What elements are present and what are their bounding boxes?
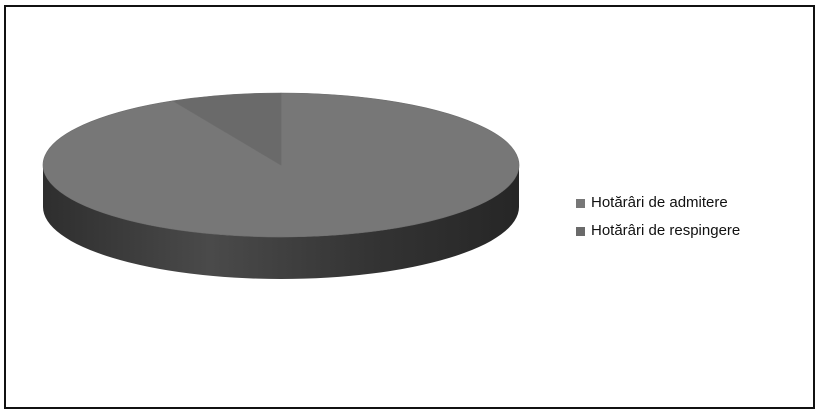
- legend-swatch-admitere: [576, 198, 585, 208]
- pie-side-wall: [43, 165, 519, 279]
- pie-chart: [42, 92, 520, 279]
- chart-frame: Hotărâri de admitere Hotărâri de resping…: [4, 5, 815, 409]
- chart-legend: Hotărâri de admitere Hotărâri de resping…: [576, 189, 740, 245]
- legend-label-admitere: Hotărâri de admitere: [591, 194, 728, 211]
- pie-slice-respingere: [172, 92, 282, 166]
- legend-item-admitere: Hotărâri de admitere: [576, 189, 740, 217]
- legend-swatch-respingere: [576, 226, 585, 236]
- legend-label-respingere: Hotărâri de respingere: [591, 222, 741, 239]
- legend-item-respingere: Hotărâri de respingere: [576, 217, 740, 245]
